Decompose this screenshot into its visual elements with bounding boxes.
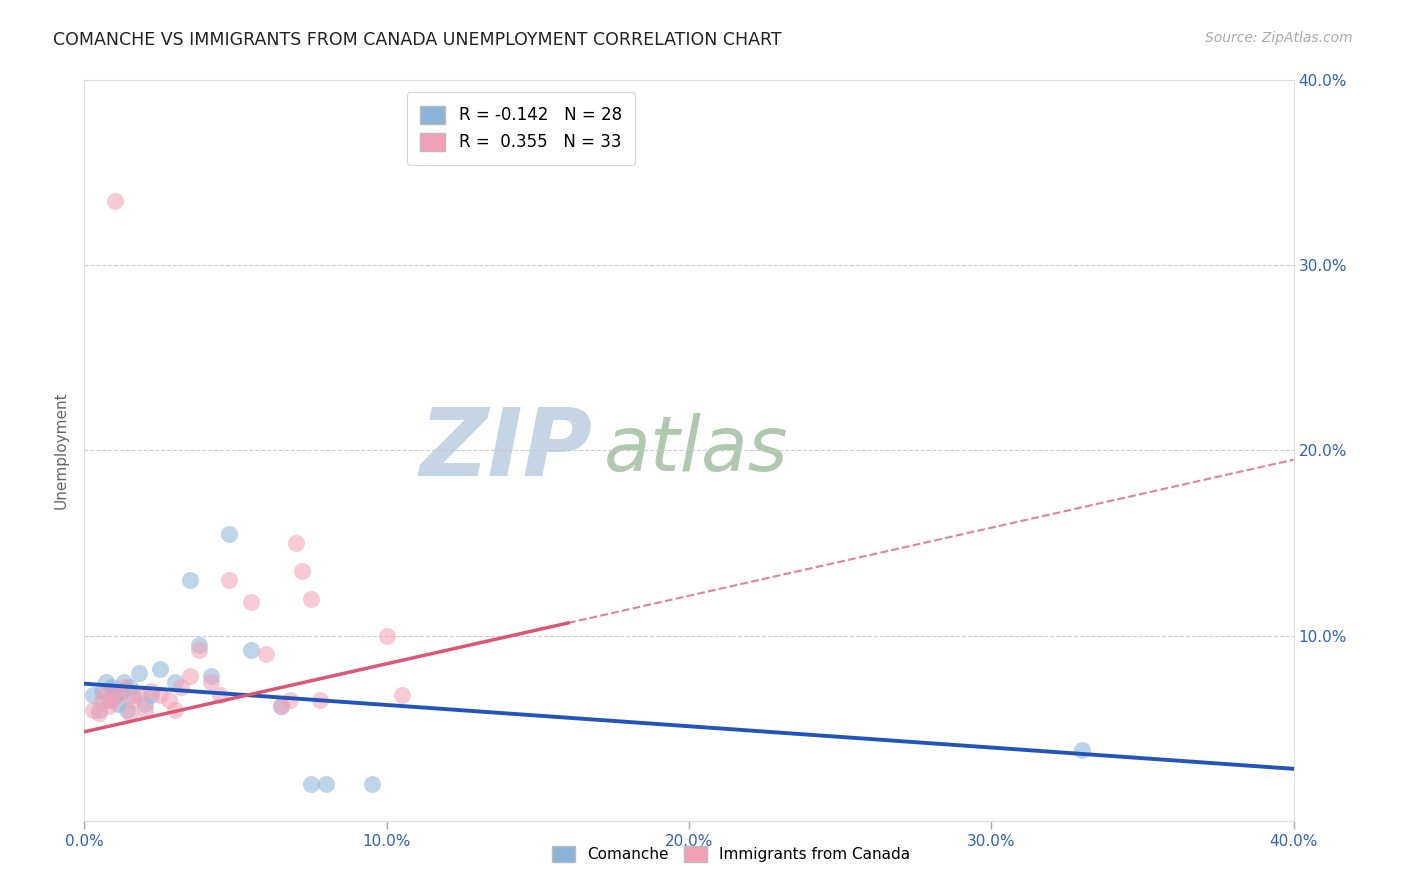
Point bbox=[165, 703, 187, 717]
Point bbox=[188, 638, 211, 652]
Point bbox=[391, 688, 413, 702]
Text: atlas: atlas bbox=[605, 414, 789, 487]
Point bbox=[200, 674, 222, 689]
Point bbox=[94, 684, 117, 698]
Point bbox=[91, 684, 114, 698]
Point bbox=[157, 693, 180, 707]
Text: COMANCHE VS IMMIGRANTS FROM CANADA UNEMPLOYMENT CORRELATION CHART: COMANCHE VS IMMIGRANTS FROM CANADA UNEMP… bbox=[53, 31, 782, 49]
Point bbox=[121, 693, 143, 707]
Point bbox=[121, 688, 143, 702]
Point bbox=[82, 688, 104, 702]
Point bbox=[100, 681, 122, 695]
Point bbox=[299, 776, 322, 791]
Point bbox=[89, 706, 111, 721]
Point bbox=[104, 688, 127, 702]
Point bbox=[112, 681, 135, 695]
Point bbox=[270, 698, 292, 713]
Text: Source: ZipAtlas.com: Source: ZipAtlas.com bbox=[1205, 31, 1353, 45]
Point bbox=[110, 684, 132, 698]
Point bbox=[299, 591, 322, 606]
Point bbox=[188, 643, 211, 657]
Point bbox=[165, 674, 187, 689]
Text: ZIP: ZIP bbox=[419, 404, 592, 497]
Point bbox=[89, 703, 111, 717]
Point bbox=[128, 665, 150, 680]
Point bbox=[128, 688, 150, 702]
Point bbox=[134, 697, 156, 711]
Point bbox=[315, 776, 337, 791]
Point bbox=[278, 693, 301, 707]
Point bbox=[104, 194, 127, 208]
Point bbox=[82, 703, 104, 717]
Point bbox=[139, 684, 162, 698]
Point bbox=[91, 693, 114, 707]
Point bbox=[285, 536, 308, 550]
Point bbox=[94, 674, 117, 689]
Point bbox=[209, 688, 232, 702]
Legend: R = -0.142   N = 28, R =  0.355   N = 33: R = -0.142 N = 28, R = 0.355 N = 33 bbox=[408, 92, 636, 165]
Point bbox=[270, 698, 292, 713]
Point bbox=[375, 628, 398, 642]
Point bbox=[200, 669, 222, 683]
Point bbox=[309, 693, 332, 707]
Point bbox=[360, 776, 382, 791]
Point bbox=[107, 697, 129, 711]
Point bbox=[97, 698, 120, 713]
Point bbox=[149, 688, 172, 702]
Point bbox=[149, 662, 172, 676]
Point bbox=[218, 573, 240, 587]
Point bbox=[170, 681, 193, 695]
Point bbox=[179, 669, 201, 683]
Point bbox=[179, 573, 201, 587]
Point bbox=[139, 688, 162, 702]
Y-axis label: Unemployment: Unemployment bbox=[53, 392, 69, 509]
Point bbox=[118, 706, 141, 721]
Point bbox=[254, 647, 277, 661]
Point bbox=[112, 674, 135, 689]
Point bbox=[218, 526, 240, 541]
Point bbox=[1071, 743, 1094, 757]
Point bbox=[97, 693, 120, 707]
Point bbox=[100, 693, 122, 707]
Point bbox=[291, 564, 314, 578]
Point bbox=[239, 643, 262, 657]
Point bbox=[115, 703, 138, 717]
Point bbox=[239, 595, 262, 609]
Point bbox=[118, 681, 141, 695]
Point bbox=[107, 688, 129, 702]
Point bbox=[134, 703, 156, 717]
Legend: Comanche, Immigrants from Canada: Comanche, Immigrants from Canada bbox=[546, 839, 917, 868]
